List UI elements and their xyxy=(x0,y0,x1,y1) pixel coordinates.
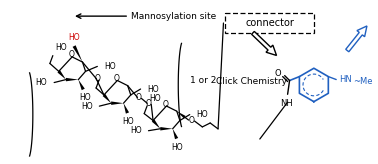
Text: O: O xyxy=(189,116,194,124)
Text: O: O xyxy=(146,99,151,108)
Text: HO: HO xyxy=(147,84,159,93)
Polygon shape xyxy=(177,111,186,118)
Text: HO: HO xyxy=(55,43,67,52)
Text: ~Me: ~Me xyxy=(353,77,372,86)
Polygon shape xyxy=(57,70,66,80)
Text: 1 or 2: 1 or 2 xyxy=(190,76,217,84)
Text: HO: HO xyxy=(122,117,134,126)
Text: HN: HN xyxy=(339,75,352,84)
Text: HO: HO xyxy=(149,94,161,103)
Polygon shape xyxy=(160,127,173,131)
Text: HO: HO xyxy=(197,110,208,119)
Polygon shape xyxy=(173,129,178,139)
Text: HO: HO xyxy=(79,93,91,102)
Text: O: O xyxy=(163,100,169,109)
Text: Click Chemistry: Click Chemistry xyxy=(215,78,287,86)
Text: O: O xyxy=(68,50,74,59)
Polygon shape xyxy=(152,119,160,129)
Polygon shape xyxy=(252,31,277,55)
Polygon shape xyxy=(66,78,78,81)
Text: connector: connector xyxy=(245,18,294,28)
Text: O: O xyxy=(274,69,281,78)
Text: O: O xyxy=(94,74,100,83)
Text: Mannosylation site: Mannosylation site xyxy=(131,12,216,21)
Polygon shape xyxy=(124,103,129,114)
Text: HO: HO xyxy=(130,126,142,135)
Text: HO: HO xyxy=(68,33,80,42)
FancyBboxPatch shape xyxy=(225,13,314,33)
Polygon shape xyxy=(73,45,82,62)
Polygon shape xyxy=(111,102,124,105)
Polygon shape xyxy=(78,80,85,90)
Text: O: O xyxy=(113,74,119,83)
Text: HO: HO xyxy=(36,78,47,87)
Text: HO: HO xyxy=(104,62,116,71)
Text: O: O xyxy=(136,93,141,102)
Text: HO: HO xyxy=(81,102,93,111)
Text: HO: HO xyxy=(171,144,183,153)
Polygon shape xyxy=(346,26,367,52)
Polygon shape xyxy=(103,94,111,103)
Text: NH: NH xyxy=(280,99,293,108)
